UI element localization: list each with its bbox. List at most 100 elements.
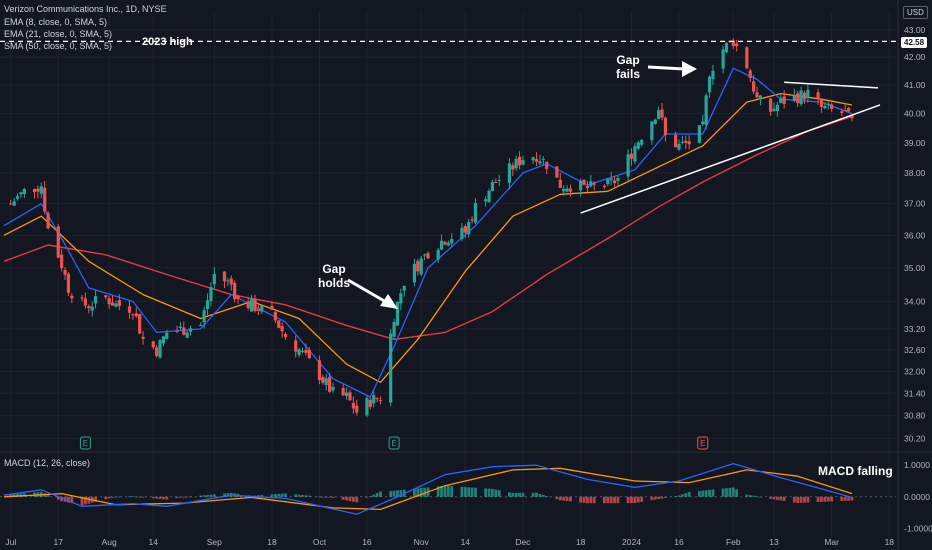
candle-down — [307, 349, 311, 359]
candle-down — [663, 117, 668, 136]
candle-up — [114, 303, 118, 307]
macd-histogram-bar — [752, 495, 756, 497]
candle-down — [283, 333, 288, 338]
macd-histogram-bar — [141, 496, 145, 498]
macd-histogram-bar — [582, 496, 586, 503]
macd-histogram-bar — [128, 496, 131, 498]
earnings-marker-glyph: E — [83, 439, 88, 448]
x-tick-label: Sep — [207, 537, 222, 547]
candle-down — [277, 320, 281, 328]
candle-up — [507, 163, 512, 183]
macd-histogram-bar — [151, 496, 155, 499]
candle-up — [178, 326, 182, 328]
y-tick-label: 35.00 — [904, 263, 926, 273]
candle-down — [558, 179, 562, 188]
macd-histogram-bar — [297, 494, 301, 497]
macd-histogram-bar — [823, 496, 827, 502]
earnings-marker-red: E — [697, 436, 709, 450]
candle-up — [473, 202, 478, 223]
currency-badge[interactable]: USD — [903, 6, 928, 19]
candle-down — [141, 336, 145, 339]
macd-histogram-bar — [301, 494, 304, 497]
macd-histogram-bar — [660, 496, 664, 499]
x-tick-label: Oct — [313, 537, 327, 547]
candle-up — [372, 395, 376, 404]
candle-down — [117, 300, 121, 307]
macd-histogram-bar — [531, 492, 535, 497]
macd-histogram-bar — [745, 494, 749, 497]
earnings-marker: E — [388, 436, 400, 450]
candle-down — [270, 305, 274, 310]
candle-down — [752, 81, 756, 92]
macd-histogram-bar — [280, 493, 284, 497]
candle-up — [22, 188, 26, 195]
candles-layer — [9, 38, 854, 418]
macd-histogram-bar — [182, 496, 186, 498]
candle-up — [657, 110, 661, 119]
legend-ema8[interactable]: EMA (8, close, 0, SMA, 5) — [4, 17, 108, 27]
macd-histogram-bar — [755, 496, 759, 498]
candle-down — [830, 104, 834, 110]
macd-histogram-bar — [491, 488, 494, 497]
macd-histogram-bar — [399, 490, 403, 497]
macd-layer — [0, 462, 896, 515]
candle-up — [15, 196, 20, 199]
macd-histogram-bar — [487, 488, 491, 497]
legend-ema21[interactable]: EMA (21, close, 0, SMA, 5) — [4, 29, 113, 39]
macd-histogram-bar — [375, 493, 379, 497]
macd-histogram-bar — [46, 494, 50, 497]
candle-down — [273, 311, 277, 321]
macd-histogram-bar — [701, 490, 705, 497]
macd-histogram-bar — [345, 496, 348, 501]
macd-y-tick-label: 1.0000 — [904, 460, 930, 470]
candle-up — [402, 285, 406, 291]
candle-down — [131, 314, 135, 316]
macd-histogram-bar — [162, 496, 165, 500]
x-tick-label: 16 — [674, 537, 684, 547]
candle-up — [758, 95, 763, 100]
candle-down — [555, 166, 559, 178]
macd-legend[interactable]: MACD (12, 26, close) — [4, 458, 91, 468]
candle-down — [470, 219, 474, 221]
candle-down — [755, 92, 759, 98]
y-tick-label: 30.80 — [904, 411, 926, 421]
macd-histogram-bar — [711, 489, 715, 497]
macd-histogram-bar — [84, 496, 87, 505]
macd-histogram-bar — [850, 496, 854, 501]
legend-sma50[interactable]: SMA (50, close, 0, SMA, 5) — [4, 41, 113, 51]
macd-histogram-bar — [735, 489, 739, 497]
candle-up — [460, 227, 464, 239]
gap-holds-label: Gap holds — [318, 262, 350, 290]
candle-up — [389, 333, 393, 403]
ema8-layer — [3, 67, 853, 398]
candle-down — [585, 185, 590, 189]
candle-down — [426, 253, 430, 259]
macd-histogram-bar — [107, 496, 111, 499]
candle-up — [450, 239, 454, 244]
candle-up — [300, 350, 305, 352]
y-tick-label: 34.00 — [904, 296, 926, 306]
macd-histogram-bar — [365, 496, 369, 498]
candle-up — [633, 146, 637, 162]
candle-down — [60, 254, 64, 269]
y-tick-label: 38.00 — [904, 168, 926, 178]
candle-down — [602, 185, 606, 188]
macd-histogram-bar — [562, 496, 566, 501]
macd-histogram-bar — [284, 493, 287, 497]
macd-histogram-bar — [586, 496, 589, 504]
y-tick-label: 43.00 — [904, 25, 926, 35]
candle-down — [511, 165, 515, 170]
candle-down — [138, 314, 142, 334]
macd-histogram-bar — [820, 496, 823, 502]
macd-histogram-bar — [202, 495, 206, 497]
macd-histogram-bar — [609, 496, 613, 504]
candle-up — [199, 325, 203, 327]
candle-up — [514, 158, 518, 169]
macd-histogram-bar — [206, 494, 209, 497]
y-tick-label: 39.00 — [904, 138, 926, 148]
macd-histogram-bar — [847, 496, 851, 501]
candle-down — [236, 295, 240, 300]
candle-up — [419, 258, 423, 275]
macd-histogram-bar — [626, 496, 630, 504]
candle-down — [782, 96, 786, 105]
